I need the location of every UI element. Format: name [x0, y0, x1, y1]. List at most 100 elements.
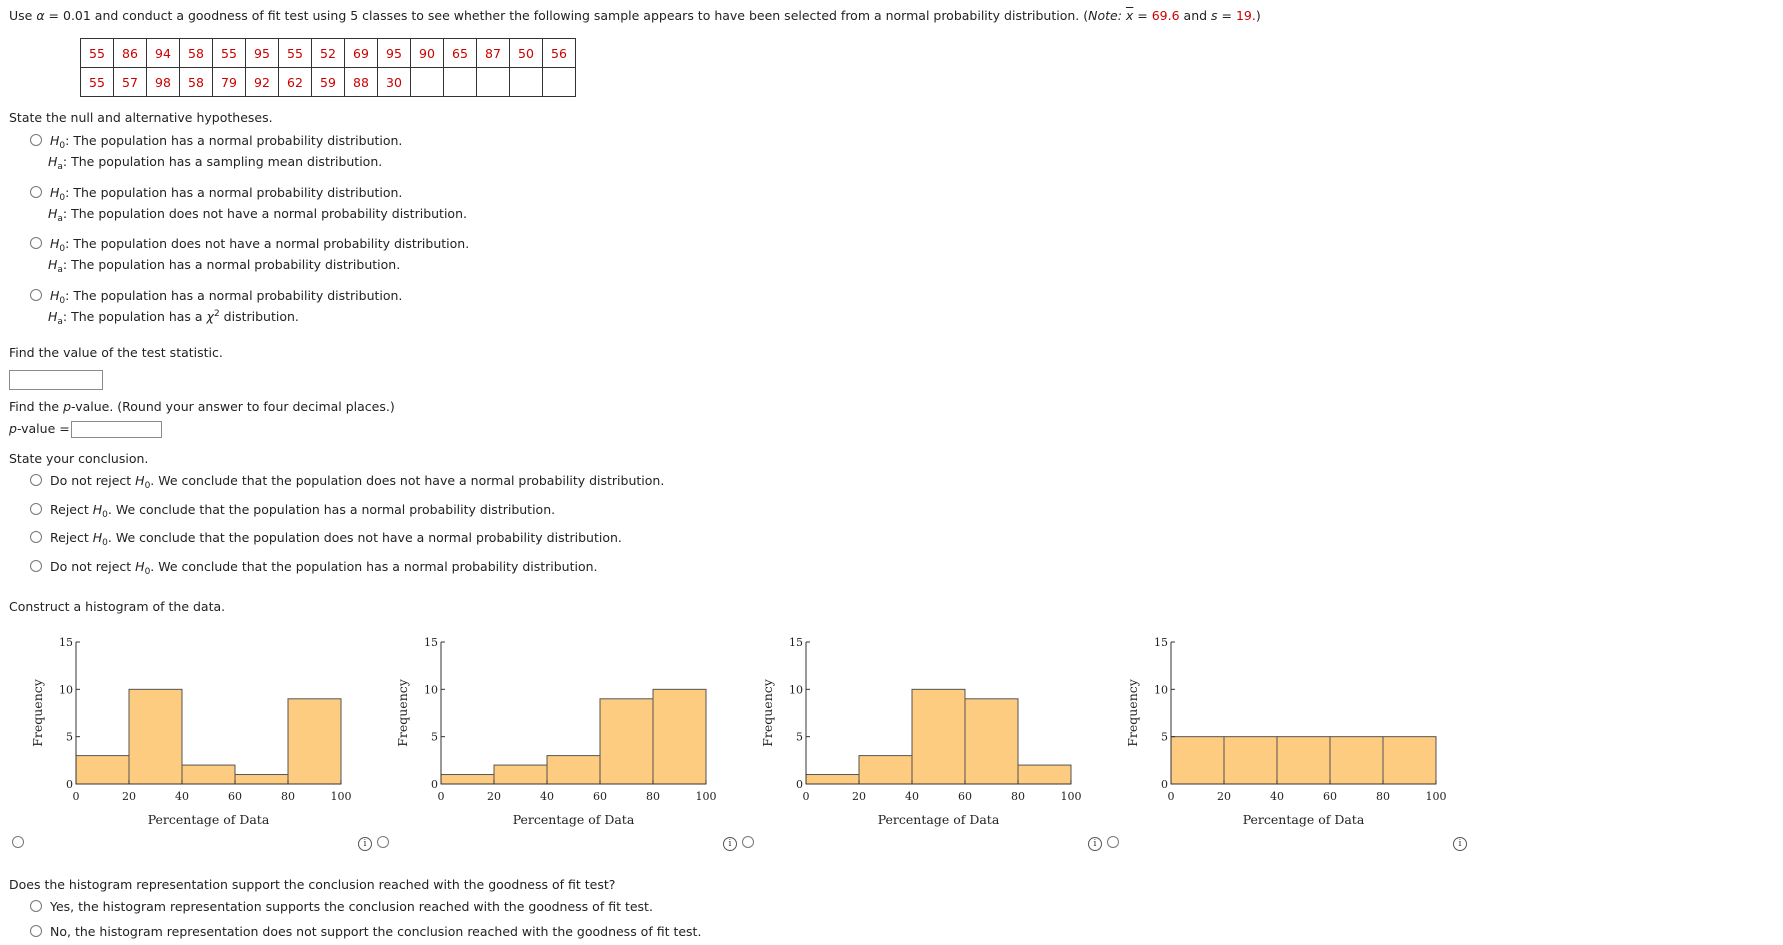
alternative-hypothesis-3: Ha: The population has a normal probabil… — [48, 257, 400, 275]
hypothesis-option-3[interactable]: H0: The population does not have a norma… — [30, 236, 469, 254]
x-tick-label: 60 — [958, 790, 972, 803]
radio-button[interactable] — [30, 560, 42, 572]
conclusion-option-1[interactable]: Do not reject H0. We conclude that the p… — [30, 473, 664, 491]
radio-button[interactable] — [30, 925, 42, 937]
conclusion-option-4[interactable]: Do not reject H0. We conclude that the p… — [30, 559, 598, 577]
x-tick-label: 0 — [438, 790, 445, 803]
y-tick-label: 5 — [431, 731, 438, 744]
colon: : — [62, 309, 68, 324]
x-tick-label: 0 — [803, 790, 810, 803]
hypothesis-option-1[interactable]: H0: The population has a normal probabil… — [30, 133, 403, 151]
x-tick-label: 80 — [281, 790, 295, 803]
y-axis-label: Frequency — [1125, 678, 1140, 747]
y-tick-label: 5 — [1161, 731, 1168, 744]
histogram-option-radio-2[interactable] — [377, 836, 389, 848]
info-icon[interactable]: i — [1453, 837, 1467, 851]
histogram-option-radio-4[interactable] — [1107, 836, 1119, 848]
h-label: H — [50, 185, 60, 200]
data-cell: 65 — [443, 38, 477, 68]
x-axis-label: Percentage of Data — [513, 812, 635, 827]
data-cell — [410, 67, 444, 97]
support-option-no[interactable]: No, the histogram representation does no… — [30, 924, 701, 939]
colon: : — [62, 154, 68, 169]
data-cell — [476, 67, 510, 97]
data-cell: 92 — [245, 67, 279, 97]
h0-subscript: 0 — [144, 481, 151, 491]
y-tick-label: 0 — [66, 778, 73, 791]
chi-symbol: χ — [206, 309, 214, 324]
test-stat-prompt: Find the value of the test statistic. — [9, 345, 223, 360]
radio-button[interactable] — [30, 237, 42, 249]
h0-text: The population has a normal probability … — [73, 133, 403, 148]
h-label: H — [48, 309, 58, 324]
x-tick-label: 60 — [228, 790, 242, 803]
radio-button[interactable] — [30, 186, 42, 198]
and-word: and — [1179, 8, 1212, 23]
data-cell: 58 — [179, 38, 213, 68]
pvalue-input[interactable] — [71, 421, 162, 438]
hypotheses-prompt: State the null and alternative hypothese… — [9, 110, 273, 125]
data-cell: 62 — [278, 67, 312, 97]
intro-prefix: Use — [9, 8, 37, 23]
h0-subscript: 0 — [59, 244, 66, 254]
x-axis-label: Percentage of Data — [148, 812, 270, 827]
support-option-yes[interactable]: Yes, the histogram representation suppor… — [30, 899, 653, 914]
histogram-bar — [287, 698, 342, 785]
conclusion-option-2[interactable]: Reject H0. We conclude that the populati… — [30, 502, 555, 520]
pvalue-label: p-value = — [9, 421, 70, 436]
data-cell — [443, 67, 477, 97]
info-icon[interactable]: i — [1088, 837, 1102, 851]
histogram-option-radio-1[interactable] — [12, 836, 24, 848]
test-stat-input[interactable] — [9, 370, 103, 390]
colon: : — [62, 257, 68, 272]
h-label: H — [135, 473, 145, 488]
radio-button[interactable] — [30, 289, 42, 301]
info-icon[interactable]: i — [358, 837, 372, 851]
conclusion-pre: Do not reject — [50, 559, 136, 574]
colon: : — [65, 236, 70, 251]
h0-subscript: 0 — [59, 296, 66, 306]
radio-button[interactable] — [30, 531, 42, 543]
histogram-option-radio-3[interactable] — [742, 836, 754, 848]
histogram-bar — [599, 698, 654, 785]
info-icon[interactable]: i — [723, 837, 737, 851]
histogram-bar — [911, 688, 966, 785]
x-tick-label: 60 — [1323, 790, 1337, 803]
conclusion-post: . We conclude that the population does n… — [107, 530, 622, 545]
colon: : — [65, 288, 70, 303]
histogram-bar — [493, 764, 548, 785]
alternative-hypothesis-2: Ha: The population does not have a norma… — [48, 206, 467, 224]
conclusion-option-3[interactable]: Reject H0. We conclude that the populati… — [30, 530, 622, 548]
histogram-bar — [858, 755, 913, 785]
support-prompt: Does the histogram representation suppor… — [9, 877, 616, 892]
data-cell: 95 — [377, 38, 411, 68]
x-tick-label: 20 — [487, 790, 501, 803]
radio-button[interactable] — [30, 900, 42, 912]
close-paren: ) — [1255, 8, 1261, 23]
alternative-hypothesis-4: Ha: The population has a χ2 distribution… — [48, 309, 299, 327]
x-tick-label: 40 — [905, 790, 919, 803]
histogram-4: 0 5 10 15 0 20 40 60 80 100 Percentage of Data Freq… — [1125, 636, 1447, 827]
h-label: H — [92, 530, 103, 545]
radio-button[interactable] — [30, 474, 42, 486]
data-cell: 52 — [311, 38, 345, 68]
x-tick-label: 60 — [593, 790, 607, 803]
x-tick-label: 80 — [646, 790, 660, 803]
data-cell: 59 — [311, 67, 345, 97]
radio-button[interactable] — [30, 503, 42, 515]
radio-button[interactable] — [30, 134, 42, 146]
histogram-bar — [964, 698, 1019, 785]
histogram-bar — [440, 774, 495, 785]
hypothesis-option-2[interactable]: H0: The population has a normal probabil… — [30, 185, 402, 203]
y-tick-label: 10 — [59, 683, 73, 696]
h0-subscript: 0 — [59, 141, 66, 151]
xbar-symbol: x — [1125, 8, 1134, 23]
data-cell: 55 — [80, 38, 114, 68]
ha-text-post: distribution. — [219, 309, 299, 324]
x-tick-label: 100 — [1426, 790, 1447, 803]
x-tick-label: 20 — [1217, 790, 1231, 803]
histogram-bar — [546, 755, 601, 785]
y-tick-label: 15 — [1154, 636, 1168, 649]
hypothesis-option-4[interactable]: H0: The population has a normal probabil… — [30, 288, 402, 306]
histogram-2: 0 5 10 15 0 20 40 60 80 100 Percentage of Data Freq… — [395, 636, 717, 827]
